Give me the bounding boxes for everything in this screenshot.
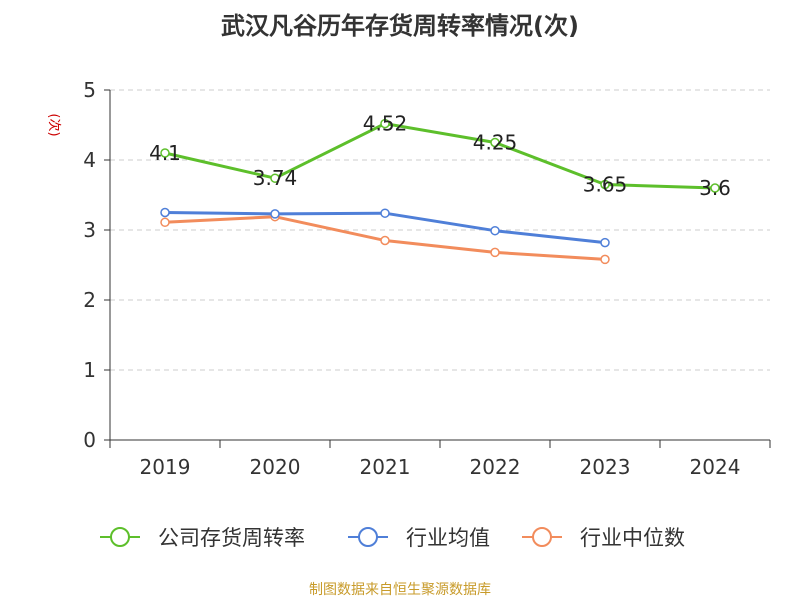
y-tick-label: 4 [83, 148, 96, 172]
series-point-0 [380, 118, 390, 129]
series-point-2 [490, 247, 500, 258]
series-point-0 [600, 179, 610, 190]
data-label: 3.65 [583, 173, 628, 197]
y-tick-label: 0 [83, 428, 96, 452]
legend-label: 公司存货周转率 [158, 526, 305, 550]
data-label: 3.6 [699, 176, 731, 200]
y-tick-label: 3 [83, 218, 96, 242]
data-label: 4.25 [473, 131, 518, 155]
x-tick-label: 2022 [470, 455, 521, 479]
series-point-1 [600, 237, 610, 248]
x-tick-label: 2021 [360, 455, 411, 479]
series-point-1 [490, 225, 500, 236]
y-tick-label: 1 [83, 358, 96, 382]
series-point-0 [160, 148, 170, 158]
source-note: 制图数据来自恒生聚源数据库 [309, 582, 491, 598]
series-point-0 [490, 137, 500, 148]
series-point-1 [160, 207, 170, 218]
series-point-2 [600, 254, 610, 265]
legend: 公司存货周转率 行业均值 行业中位数 [100, 526, 685, 550]
series-point-0 [710, 183, 720, 193]
series [160, 118, 720, 265]
x-tick-label: 2019 [140, 455, 191, 479]
y-axis-label: (次) [46, 113, 62, 136]
grid-lines [110, 89, 770, 371]
series-point-1 [380, 208, 390, 218]
data-labels: 4.1 3.74 4.52 4.25 3.65 3.6 [149, 112, 731, 200]
series-line-0 [163, 122, 717, 190]
legend-item: 行业均值 [348, 526, 490, 550]
data-label: 4.52 [363, 112, 408, 136]
chart-title: 武汉凡谷历年存货周转率情况(次) [221, 12, 579, 40]
x-tick-label: 2023 [580, 455, 631, 479]
legend-label: 行业均值 [406, 526, 490, 550]
legend-marker [358, 527, 378, 547]
data-label: 4.1 [149, 141, 181, 165]
y-tick-label: 2 [83, 288, 96, 312]
x-tick-label: 2024 [690, 455, 741, 479]
x-tick-label: 2020 [250, 455, 301, 479]
series-point-2 [380, 235, 390, 246]
legend-label: 行业中位数 [580, 526, 685, 550]
legend-item: 行业中位数 [522, 526, 685, 550]
legend-marker [110, 527, 130, 547]
series-point-0 [270, 173, 280, 183]
axes: 0 1 2 3 4 5 (次) 2019 2020 2021 2022 2023 2024 [46, 78, 771, 479]
y-tick-label: 5 [83, 78, 96, 102]
data-label: 3.74 [253, 166, 298, 190]
legend-item: 公司存货周转率 [100, 526, 305, 550]
series-point-2 [160, 217, 170, 228]
legend-marker [532, 527, 552, 547]
series-point-1 [270, 209, 280, 219]
